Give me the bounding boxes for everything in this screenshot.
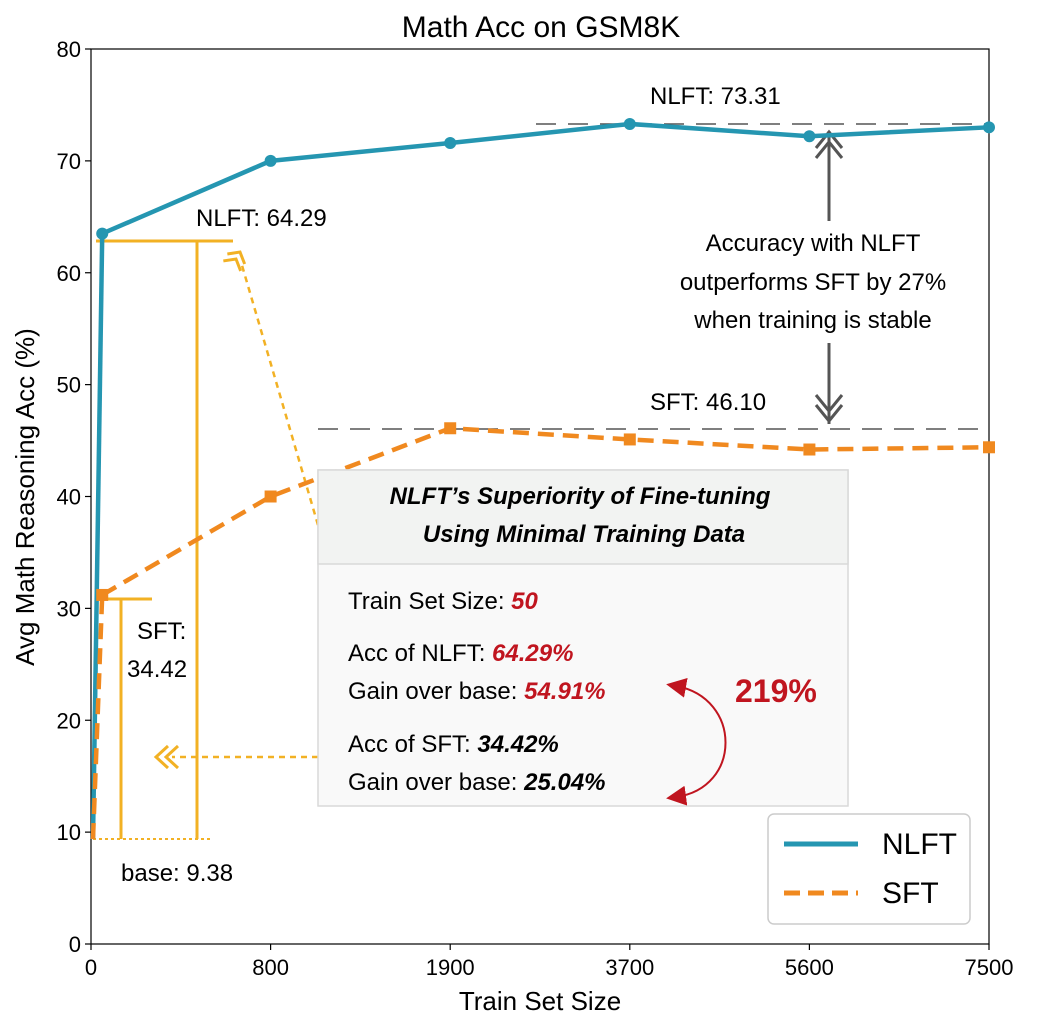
base-label: base: 9.38 xyxy=(121,860,233,887)
sft-point xyxy=(96,588,109,601)
y-tick-label: 80 xyxy=(57,37,81,62)
y-tick-label: 30 xyxy=(57,596,81,621)
nlft-small-label: NLFT: 64.29 xyxy=(196,205,327,232)
highlight-brackets xyxy=(93,239,320,840)
nlft-base-segment xyxy=(90,233,105,840)
sft-point xyxy=(983,441,995,454)
y-tick-label: 70 xyxy=(57,149,81,174)
y-tick-label: 20 xyxy=(57,708,81,733)
train-size-row: Train Set Size: 50 xyxy=(348,588,539,615)
nlft-point xyxy=(803,130,816,143)
acc-nlft-row: Acc of NLFT: 64.29% xyxy=(348,640,573,667)
x-tick-label: 0 xyxy=(85,955,97,980)
nlft-chevron-icon xyxy=(223,250,247,272)
legend-nlft-label: NLFT xyxy=(882,828,957,861)
ratio-label: 219% xyxy=(735,673,817,709)
sft-small-label-line1: SFT: xyxy=(137,618,186,645)
y-tick-label: 0 xyxy=(69,932,81,957)
gain-sft-row: Gain over base: 25.04% xyxy=(348,769,606,796)
info-box: NLFT’s Superiority of Fine-tuning Using … xyxy=(317,469,849,807)
acc-sft-row: Acc of SFT: 34.42% xyxy=(348,731,559,758)
info-box-title-line1: NLFT’s Superiority of Fine-tuning xyxy=(390,483,771,510)
sft-series-line xyxy=(101,426,990,597)
y-axis-label: Avg Math Reasoning Acc (%) xyxy=(10,328,40,666)
nlft-dotted-pointer xyxy=(239,261,320,526)
x-ticks: 0 800 1900 3700 5600 7500 xyxy=(85,944,1014,980)
nlft-max-label: NLFT: 73.31 xyxy=(650,83,781,110)
nlft-point xyxy=(96,227,109,240)
sft-point xyxy=(264,490,277,503)
data-series xyxy=(90,117,995,840)
x-tick-label: 3700 xyxy=(605,955,654,980)
info-box-title-line2: Using Minimal Training Data xyxy=(423,521,745,548)
y-tick-label: 40 xyxy=(57,485,81,510)
x-tick-label: 1900 xyxy=(426,955,475,980)
x-tick-label: 5600 xyxy=(785,955,834,980)
sft-chevron-icon xyxy=(153,744,180,770)
nlft-series-line xyxy=(101,121,990,236)
accuracy-note-line2: outperforms SFT by 27% xyxy=(680,269,946,296)
gain-nlft-row: Gain over base: 54.91% xyxy=(348,678,606,705)
sft-point xyxy=(444,422,457,435)
chart-title: Math Acc on GSM8K xyxy=(402,11,680,44)
nlft-point xyxy=(983,121,995,134)
sft-point xyxy=(803,443,816,456)
gap-arrow-down-icon xyxy=(814,394,844,424)
gap-arrows xyxy=(814,129,844,424)
y-tick-label: 60 xyxy=(57,261,81,286)
nlft-point xyxy=(623,117,636,130)
y-tick-label: 50 xyxy=(57,373,81,398)
x-tick-label: 800 xyxy=(252,955,289,980)
x-axis-label: Train Set Size xyxy=(459,986,621,1016)
legend: NLFT SFT xyxy=(767,813,971,925)
sft-point xyxy=(623,433,636,446)
y-ticks: 0 10 20 30 40 50 60 70 80 xyxy=(57,37,91,957)
sft-base-segment xyxy=(90,594,105,840)
y-tick-label: 10 xyxy=(57,820,81,845)
ratio-curved-arrow xyxy=(666,677,727,806)
legend-sft-label: SFT xyxy=(882,877,939,910)
accuracy-note-line3: when training is stable xyxy=(693,307,931,334)
nlft-point xyxy=(264,154,277,167)
sft-small-label-line2: 34.42 xyxy=(127,656,187,683)
x-tick-label: 7500 xyxy=(965,955,1014,980)
nlft-point xyxy=(444,136,457,149)
info-box-header xyxy=(317,469,849,565)
accuracy-note-line1: Accuracy with NLFT xyxy=(706,230,921,257)
gap-arrow-up-icon xyxy=(814,129,844,159)
sft-max-label: SFT: 46.10 xyxy=(650,389,766,416)
